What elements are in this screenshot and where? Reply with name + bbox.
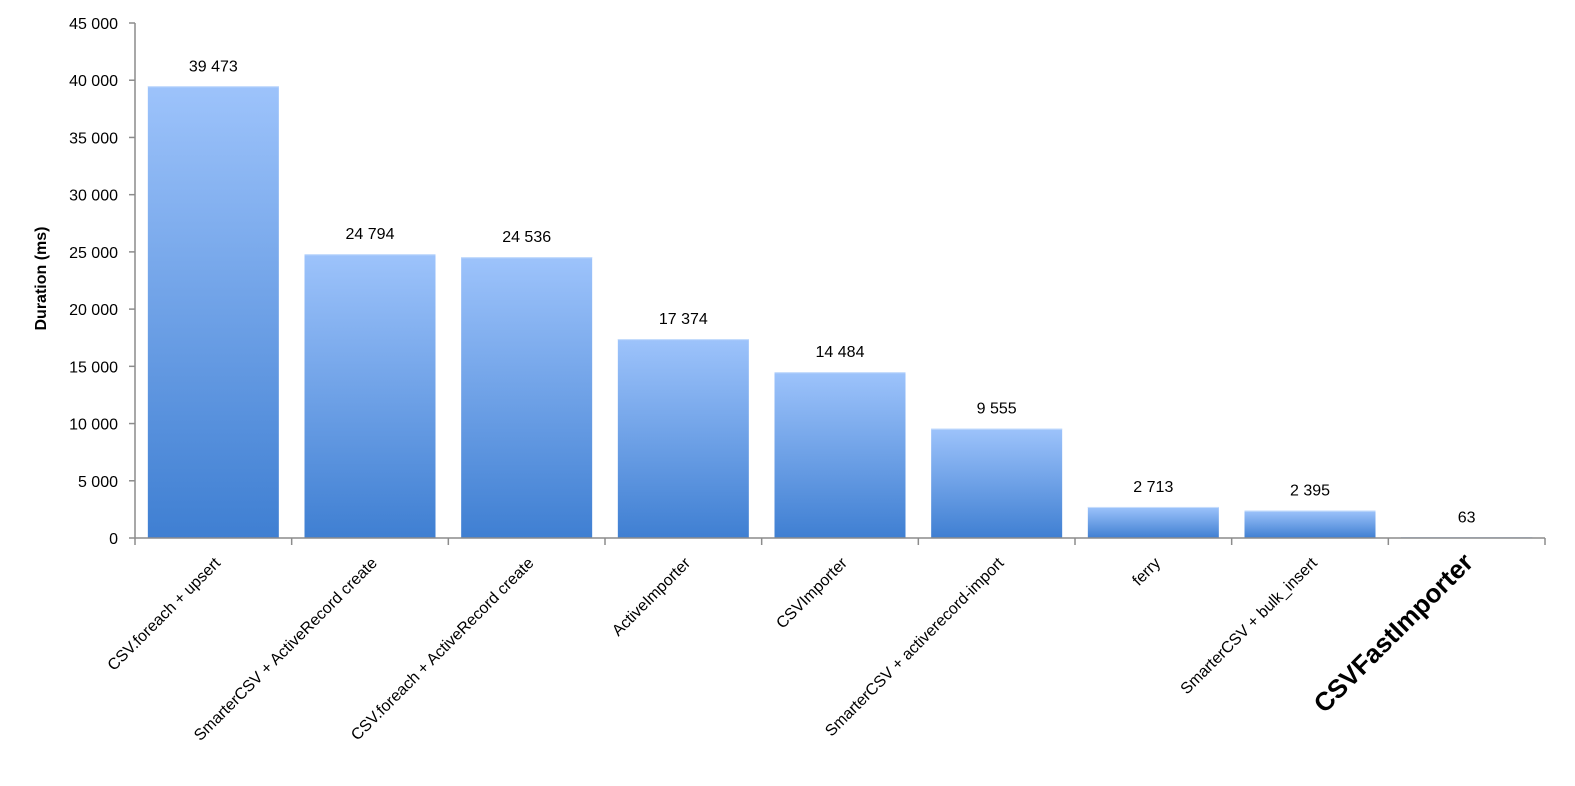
y-tick-label: 5 000	[78, 474, 118, 491]
data-label: 24 536	[502, 229, 551, 246]
x-category-label: CSVImporter	[773, 554, 851, 632]
data-label: 14 484	[816, 344, 865, 361]
y-tick-label: 10 000	[69, 417, 118, 434]
x-category-label: CSV.foreach + ActiveRecord create	[348, 555, 537, 744]
y-tick-label: 35 000	[69, 130, 118, 147]
data-label: 2 713	[1133, 479, 1173, 496]
bar	[147, 86, 279, 538]
data-label: 2 395	[1290, 483, 1330, 500]
y-tick-label: 25 000	[69, 245, 118, 262]
y-tick-label: 30 000	[69, 188, 118, 205]
x-category-label: CSVFastImporter	[1308, 547, 1479, 718]
data-label: 63	[1458, 509, 1476, 526]
bar	[1244, 510, 1376, 538]
bar	[774, 372, 906, 538]
x-category-label: CSV.foreach + upsert	[105, 554, 225, 674]
bar	[461, 257, 593, 538]
y-tick-label: 0	[109, 531, 118, 548]
x-category-label: ferry	[1130, 555, 1165, 590]
data-label: 24 794	[346, 226, 395, 243]
y-axis-title: Duration (ms)	[33, 227, 50, 331]
bars	[147, 86, 1533, 538]
y-tick-label: 40 000	[69, 73, 118, 90]
y-tick-label: 45 000	[69, 16, 118, 33]
x-category-label: SmarterCSV + ActiveRecord create	[191, 555, 381, 745]
data-labels: 39 473 24 794 24 536 17 374 14 484 9 555 2 713…	[189, 58, 1476, 526]
data-label: 9 555	[977, 401, 1017, 418]
bar	[931, 428, 1063, 538]
y-tick-label: 15 000	[69, 359, 118, 376]
data-label: 17 374	[659, 311, 708, 328]
data-label: 39 473	[189, 58, 238, 75]
bar	[617, 339, 749, 538]
y-axis-ticks: 0 5 000 10 000 15 000 20 000 25 000 30 000 35 0…	[69, 16, 135, 548]
x-category-label: ActiveImporter	[609, 554, 694, 639]
bar	[304, 254, 436, 538]
x-category-label: SmarterCSV + activerecord-import	[822, 554, 1008, 740]
bar	[1087, 506, 1219, 538]
y-tick-label: 20 000	[69, 302, 118, 319]
x-category-label: SmarterCSV + bulk_insert	[1178, 554, 1322, 698]
